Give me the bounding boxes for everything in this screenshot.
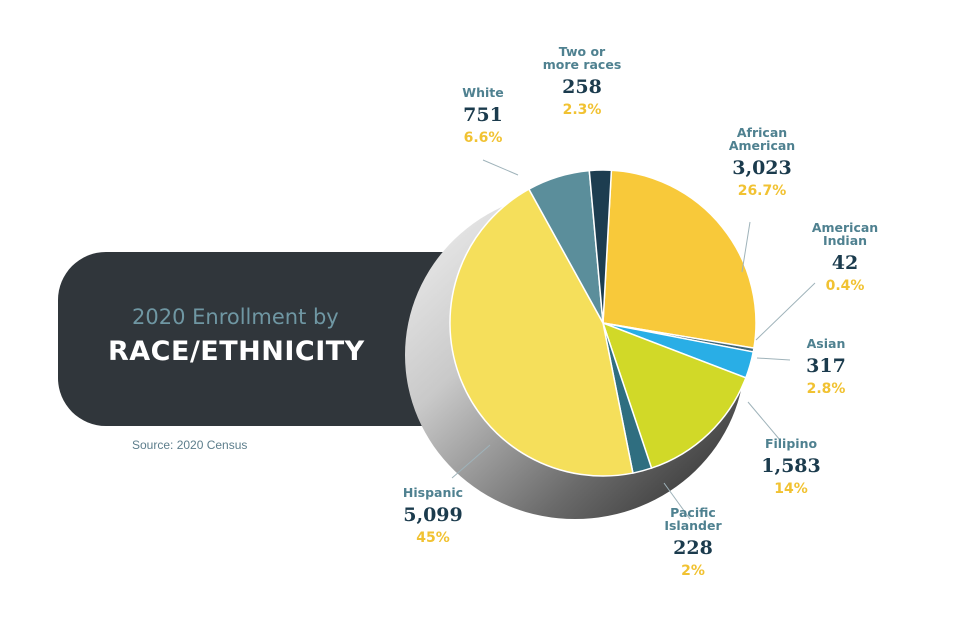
pie-slice-two-or-more-races — [588, 169, 613, 324]
label-count-asian: 317 — [806, 355, 846, 377]
label-percent-african-american: 26.7% — [738, 183, 787, 199]
label-count-hispanic: 5,099 — [403, 504, 463, 526]
pie-slice-african-american — [602, 169, 757, 350]
label-name-asian: Asian — [807, 336, 846, 351]
label-percent-pacific-islander: 2% — [681, 563, 705, 579]
label-name-white: White — [462, 85, 503, 100]
source-note: Source: 2020 Census — [132, 438, 248, 452]
label-name-pacific-islander: Pacific Islander — [664, 505, 722, 533]
label-count-american-indian: 42 — [832, 252, 858, 274]
label-percent-two-or-more-races: 2.3% — [563, 102, 602, 118]
pie-slice-filipino — [601, 321, 747, 470]
label-count-african-american: 3,023 — [732, 157, 792, 179]
label-name-american-indian: American Indian — [812, 220, 878, 248]
label-percent-hispanic: 45% — [416, 530, 450, 546]
label-count-two-or-more-races: 258 — [562, 76, 602, 98]
label-name-african-american: African American — [729, 125, 795, 153]
label-name-two-or-more-races: Two or more races — [543, 44, 622, 72]
label-percent-white: 6.6% — [464, 130, 503, 146]
chart-title: RACE/ETHNICITY — [108, 336, 365, 367]
label-count-pacific-islander: 228 — [673, 537, 713, 559]
leader-line-white — [482, 159, 519, 176]
label-name-hispanic: Hispanic — [403, 485, 463, 500]
label-count-filipino: 1,583 — [761, 455, 821, 477]
leader-line-american-indian — [755, 282, 816, 341]
leader-line-pacific-islander — [663, 482, 691, 520]
chart-subtitle: 2020 Enrollment by — [132, 305, 339, 329]
leader-line-asian — [756, 357, 791, 361]
label-percent-filipino: 14% — [774, 481, 808, 497]
leader-line-filipino — [747, 401, 781, 441]
leader-line-african-american — [741, 221, 751, 273]
label-percent-american-indian: 0.4% — [826, 278, 865, 294]
label-percent-asian: 2.8% — [807, 381, 846, 397]
pie-slice-hispanic — [449, 188, 634, 477]
label-count-white: 751 — [463, 104, 503, 126]
leader-line-hispanic — [451, 444, 491, 479]
label-name-filipino: Filipino — [765, 436, 818, 451]
